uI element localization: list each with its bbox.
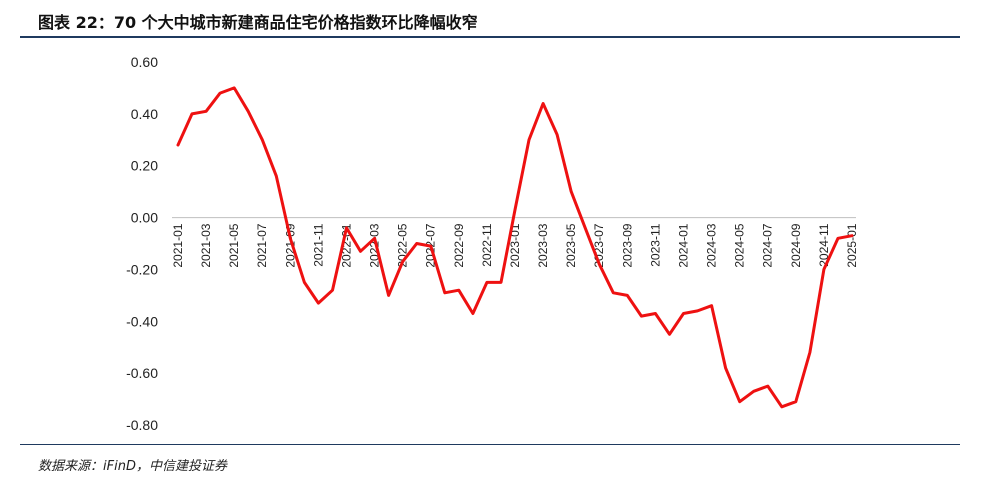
- x-tick-label: 2023-11: [648, 223, 662, 266]
- x-tick-label: 2024-07: [761, 223, 775, 267]
- y-tick-label: -0.40: [126, 313, 158, 329]
- x-tick-label: 2022-09: [452, 223, 466, 267]
- x-tick-label: 2021-01: [171, 223, 185, 267]
- x-tick-label: 2023-09: [620, 223, 634, 267]
- x-tick-label: 2021-09: [283, 223, 297, 267]
- x-tick-label: 2021-07: [255, 223, 269, 267]
- x-tick-label: 2024-01: [677, 223, 691, 267]
- y-axis-ticks: 0.60 0.40 0.20 0.00 -0.20 -0.40 -0.60 -0.80: [126, 54, 158, 433]
- x-tick-label: 2023-03: [536, 223, 550, 267]
- y-tick-label: -0.60: [126, 365, 158, 381]
- x-tick-label: 2021-05: [227, 223, 241, 267]
- y-tick-label: -0.80: [126, 417, 158, 433]
- series-group: [176, 86, 854, 409]
- y-tick-label: 0.20: [131, 158, 158, 174]
- x-tick-label: 2021-03: [199, 223, 213, 267]
- x-tick-label: 2023-05: [564, 223, 578, 267]
- x-tick-label: 2022-11: [480, 223, 494, 266]
- y-tick-label: 0.60: [131, 54, 158, 70]
- x-tick-label: 2024-03: [705, 223, 719, 267]
- y-tick-label: 0.40: [131, 106, 158, 122]
- top-rule: [20, 36, 960, 38]
- x-axis-ticks: 2021-01 2021-03 2021-05 2021-07 2021-09 2021-…: [171, 223, 859, 267]
- bottom-rule: [20, 444, 960, 445]
- y-tick-label: 0.00: [131, 210, 158, 226]
- x-tick-label: 2021-11: [311, 223, 325, 266]
- chart-title: 图表 22：70 个大中城市新建商品住宅价格指数环比降幅收窄: [38, 13, 478, 32]
- x-tick-label: 2025-01: [845, 223, 859, 267]
- y-tick-label: -0.20: [126, 261, 158, 277]
- x-tick-label: 2024-05: [733, 223, 747, 267]
- series-line: [176, 86, 854, 409]
- x-tick-label: 2024-09: [789, 223, 803, 267]
- x-tick-label: 2024-11: [817, 223, 831, 266]
- source-note: 数据来源：iFinD，中信建投证券: [38, 459, 227, 474]
- line-chart: 0.60 0.40 0.20 0.00 -0.20 -0.40 -0.60 -0.80 202…: [126, 54, 859, 433]
